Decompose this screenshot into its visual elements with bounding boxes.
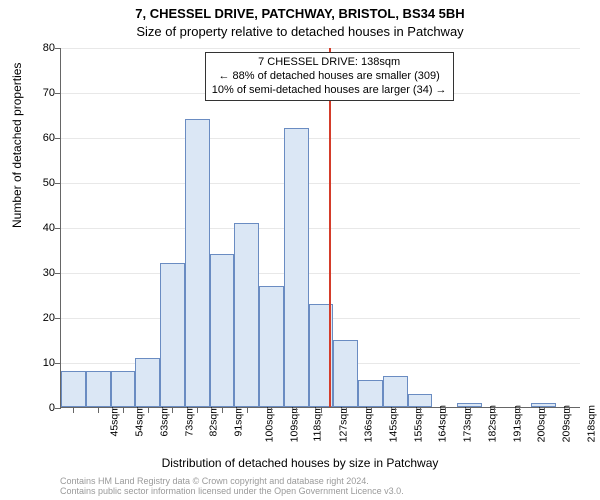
x-tick-label: 109sqm [288, 405, 300, 442]
x-tick-label: 91sqm [233, 405, 245, 437]
y-tick [55, 318, 61, 319]
y-tick [55, 183, 61, 184]
annotation-line: 7 CHESSEL DRIVE: 138sqm [212, 56, 447, 70]
x-tick [148, 407, 149, 413]
x-tick-label: 182sqm [486, 405, 498, 442]
histogram-bar [333, 340, 358, 408]
plot-area: 0102030405060708045sqm54sqm63sqm73sqm82s… [60, 48, 580, 408]
x-tick [346, 407, 347, 413]
chart-title-address: 7, CHESSEL DRIVE, PATCHWAY, BRISTOL, BS3… [0, 6, 600, 21]
x-tick [519, 407, 520, 413]
annotation-box: 7 CHESSEL DRIVE: 138sqm← 88% of detached… [205, 52, 454, 101]
x-tick [395, 407, 396, 413]
histogram-bar [135, 358, 160, 408]
y-axis-title: Number of detached properties [10, 63, 24, 228]
chart-title-subtitle: Size of property relative to detached ho… [0, 24, 600, 39]
x-tick [494, 407, 495, 413]
x-tick-label: 118sqm [312, 405, 324, 442]
histogram-bar [358, 380, 383, 407]
gridline [61, 273, 580, 274]
x-tick-label: 136sqm [362, 405, 374, 442]
footer-line-2: Contains public sector information licen… [60, 486, 404, 496]
y-tick-label: 80 [27, 42, 55, 54]
gridline [61, 183, 580, 184]
x-tick [98, 407, 99, 413]
footer-line-1: Contains HM Land Registry data © Crown c… [60, 476, 404, 486]
histogram-bar [284, 128, 309, 407]
footer-attribution: Contains HM Land Registry data © Crown c… [60, 476, 404, 497]
x-tick-label: 173sqm [461, 405, 473, 442]
annotation-line: 10% of semi-detached houses are larger (… [212, 84, 447, 98]
histogram-bar [160, 263, 185, 407]
y-tick [55, 48, 61, 49]
x-tick [445, 407, 446, 413]
y-tick-label: 60 [27, 132, 55, 144]
x-tick-label: 209sqm [560, 405, 572, 442]
gridline [61, 138, 580, 139]
x-tick-label: 100sqm [263, 405, 275, 442]
y-tick-label: 50 [27, 177, 55, 189]
x-tick-label: 155sqm [412, 405, 424, 442]
histogram-bar [383, 376, 408, 408]
y-tick-label: 70 [27, 87, 55, 99]
y-tick [55, 138, 61, 139]
x-tick [197, 407, 198, 413]
annotation-marker-line [329, 48, 331, 407]
histogram-bar [210, 254, 235, 407]
x-tick-label: 191sqm [511, 405, 523, 442]
x-tick [271, 407, 272, 413]
x-tick-label: 164sqm [437, 405, 449, 442]
y-tick [55, 363, 61, 364]
x-tick-label: 200sqm [536, 405, 548, 442]
x-axis-title: Distribution of detached houses by size … [0, 456, 600, 470]
y-tick-label: 0 [27, 402, 55, 414]
x-tick-label: 218sqm [585, 405, 597, 442]
histogram-bar [234, 223, 259, 408]
y-tick [55, 408, 61, 409]
x-tick [371, 407, 372, 413]
x-tick [420, 407, 421, 413]
chart-container: 7, CHESSEL DRIVE, PATCHWAY, BRISTOL, BS3… [0, 0, 600, 500]
y-tick [55, 93, 61, 94]
histogram-bar [111, 371, 136, 407]
x-tick-label: 127sqm [338, 405, 350, 442]
y-tick-label: 40 [27, 222, 55, 234]
annotation-line: ← 88% of detached houses are smaller (30… [212, 70, 447, 84]
histogram-bar [61, 371, 86, 407]
gridline [61, 228, 580, 229]
histogram-bar [408, 394, 433, 408]
x-tick-label: 73sqm [183, 405, 195, 437]
x-tick [73, 407, 74, 413]
x-tick-label: 63sqm [158, 405, 170, 437]
x-tick [544, 407, 545, 413]
x-tick [172, 407, 173, 413]
histogram-bar [259, 286, 284, 408]
y-tick [55, 228, 61, 229]
y-tick [55, 273, 61, 274]
x-tick-label: 145sqm [387, 405, 399, 442]
x-tick [296, 407, 297, 413]
y-tick-label: 20 [27, 312, 55, 324]
x-tick-label: 82sqm [208, 405, 220, 437]
x-tick [470, 407, 471, 413]
x-tick [123, 407, 124, 413]
y-tick-label: 10 [27, 357, 55, 369]
y-tick-label: 30 [27, 267, 55, 279]
x-tick [569, 407, 570, 413]
x-tick [321, 407, 322, 413]
x-tick-label: 54sqm [134, 405, 146, 437]
histogram-bar [86, 371, 111, 407]
x-tick-label: 45sqm [109, 405, 121, 437]
x-tick [247, 407, 248, 413]
x-tick [222, 407, 223, 413]
histogram-bar [185, 119, 210, 407]
gridline [61, 48, 580, 49]
